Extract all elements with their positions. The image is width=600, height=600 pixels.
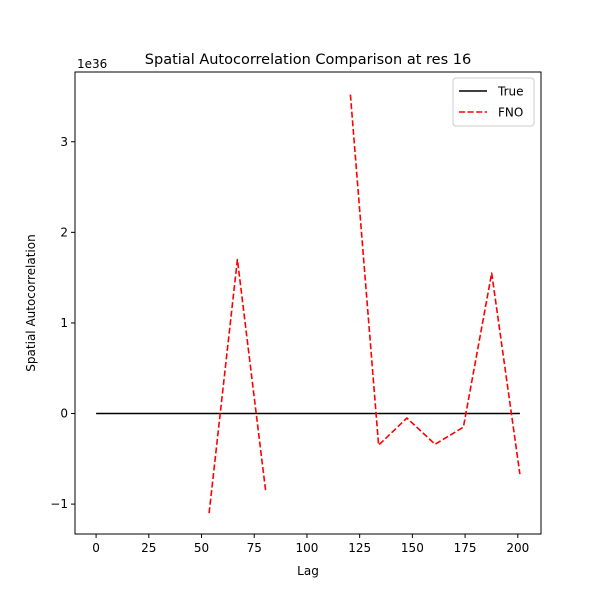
x-tick-label: 175 xyxy=(454,541,477,555)
x-tick-label: 200 xyxy=(506,541,529,555)
x-axis-label: Lag xyxy=(297,564,319,578)
x-tick-label: 75 xyxy=(247,541,262,555)
y-tick-label: −1 xyxy=(50,497,68,511)
legend-box xyxy=(452,77,535,127)
y-tick-label: 3 xyxy=(60,135,68,149)
plot-frame xyxy=(74,71,542,535)
series-line-fno xyxy=(208,258,267,514)
y-axis: −1 0 1 2 3 xyxy=(50,135,75,511)
x-tick-label: 150 xyxy=(401,541,424,555)
x-tick-label: 0 xyxy=(92,541,100,555)
y-offset-label: 1e36 xyxy=(77,57,107,71)
y-tick-label: 0 xyxy=(60,407,68,421)
legend-label-fno: FNO xyxy=(498,106,523,120)
y-tick-label: 1 xyxy=(60,316,68,330)
plot-lines xyxy=(96,94,521,514)
legend-label-true: True xyxy=(497,85,524,99)
chart-title: Spatial Autocorrelation Comparison at re… xyxy=(145,52,471,68)
y-axis-label: Spatial Autocorrelation xyxy=(24,234,38,371)
y-tick-label: 2 xyxy=(60,225,68,239)
x-tick-label: 100 xyxy=(295,541,318,555)
x-axis: 0 25 50 75 100 125 150 175 200 xyxy=(92,534,529,555)
x-tick-label: 125 xyxy=(348,541,371,555)
x-tick-label: 25 xyxy=(141,541,156,555)
legend: True FNO xyxy=(452,77,535,127)
series-line-fno xyxy=(349,94,521,475)
x-tick-label: 50 xyxy=(194,541,209,555)
